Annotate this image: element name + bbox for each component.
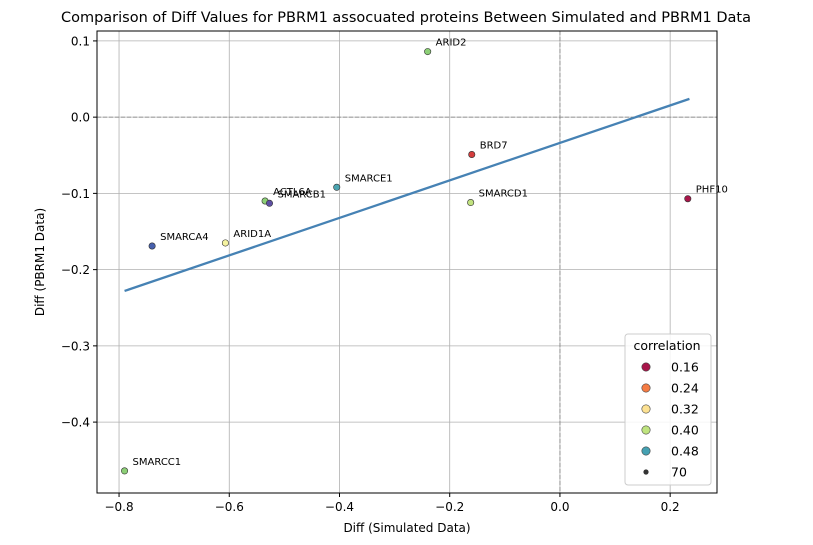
x-tick-label: −0.8 (104, 500, 133, 514)
x-axis-label: Diff (Simulated Data) (343, 521, 470, 535)
y-axis-label: Diff (PBRM1 Data) (33, 208, 47, 316)
fit-line-group (124, 97, 690, 293)
data-point (424, 48, 432, 56)
legend-marker (641, 425, 651, 435)
data-point (121, 467, 129, 475)
y-tick-label: −0.3 (61, 339, 90, 353)
data-point (468, 151, 476, 159)
data-point (265, 199, 273, 207)
chart-title: Comparison of Diff Values for PBRM1 asso… (61, 10, 751, 26)
y-tick-label: 0.1 (71, 34, 90, 48)
y-tick-label: −0.2 (61, 263, 90, 277)
legend-marker (641, 383, 651, 393)
legend: correlation 0.16 0.24 0.32 0.40 0.48 70 (624, 333, 712, 486)
data-point (333, 183, 341, 191)
point-label: SMARCA4 (160, 232, 208, 243)
x-tick-label: −0.4 (325, 500, 354, 514)
data-points (121, 48, 692, 475)
legend-entry-label: 0.40 (671, 423, 699, 438)
point-label: BRD7 (480, 141, 508, 152)
data-point (467, 199, 475, 207)
legend-size-label: 70 (671, 465, 687, 480)
point-label: SMARCE1 (345, 173, 393, 184)
data-point (684, 195, 692, 203)
point-label: PHF10 (696, 185, 728, 196)
data-point (148, 242, 156, 250)
legend-entry-label: 0.48 (671, 444, 699, 459)
legend-entries: 0.16 0.24 0.32 0.40 0.48 70 (641, 360, 699, 480)
point-label: SMARCB1 (277, 189, 325, 200)
legend-entry-label: 0.16 (671, 360, 699, 375)
point-label: ARID2 (436, 38, 467, 49)
point-labels: ARID2 BRD7 PHF10 SMARCE1 SMARCD1 ACTL6ASMARCB… (133, 38, 728, 468)
y-tick-label: −0.4 (61, 416, 90, 430)
legend-marker (641, 404, 651, 414)
legend-entry-label: 0.24 (671, 381, 699, 396)
y-axis-ticks: 0.1 0.0 −0.1 −0.2 −0.3 −0.4 (61, 34, 97, 430)
x-tick-label: −0.2 (435, 500, 464, 514)
y-tick-label: −0.1 (61, 187, 90, 201)
legend-size-marker (643, 469, 649, 475)
point-label: ACTL6A (273, 187, 312, 198)
grid (97, 31, 717, 493)
x-axis-ticks: −0.8 −0.6 −0.4 −0.2 0.0 0.2 (104, 493, 680, 514)
x-tick-label: 0.0 (550, 500, 569, 514)
legend-entry-label: 0.32 (671, 402, 699, 417)
y-tick-label: 0.0 (71, 111, 90, 125)
x-tick-label: 0.2 (661, 500, 680, 514)
regression-line (124, 97, 690, 293)
point-label: ARID1A (233, 229, 271, 240)
reference-lines (97, 31, 717, 493)
legend-marker (641, 362, 651, 372)
legend-title: correlation (633, 338, 700, 353)
x-tick-label: −0.6 (215, 500, 244, 514)
point-label: SMARCC1 (133, 457, 182, 468)
legend-marker (641, 446, 651, 456)
plot-frame (96, 30, 718, 494)
data-point (221, 239, 229, 247)
point-label: SMARCD1 (479, 189, 528, 200)
